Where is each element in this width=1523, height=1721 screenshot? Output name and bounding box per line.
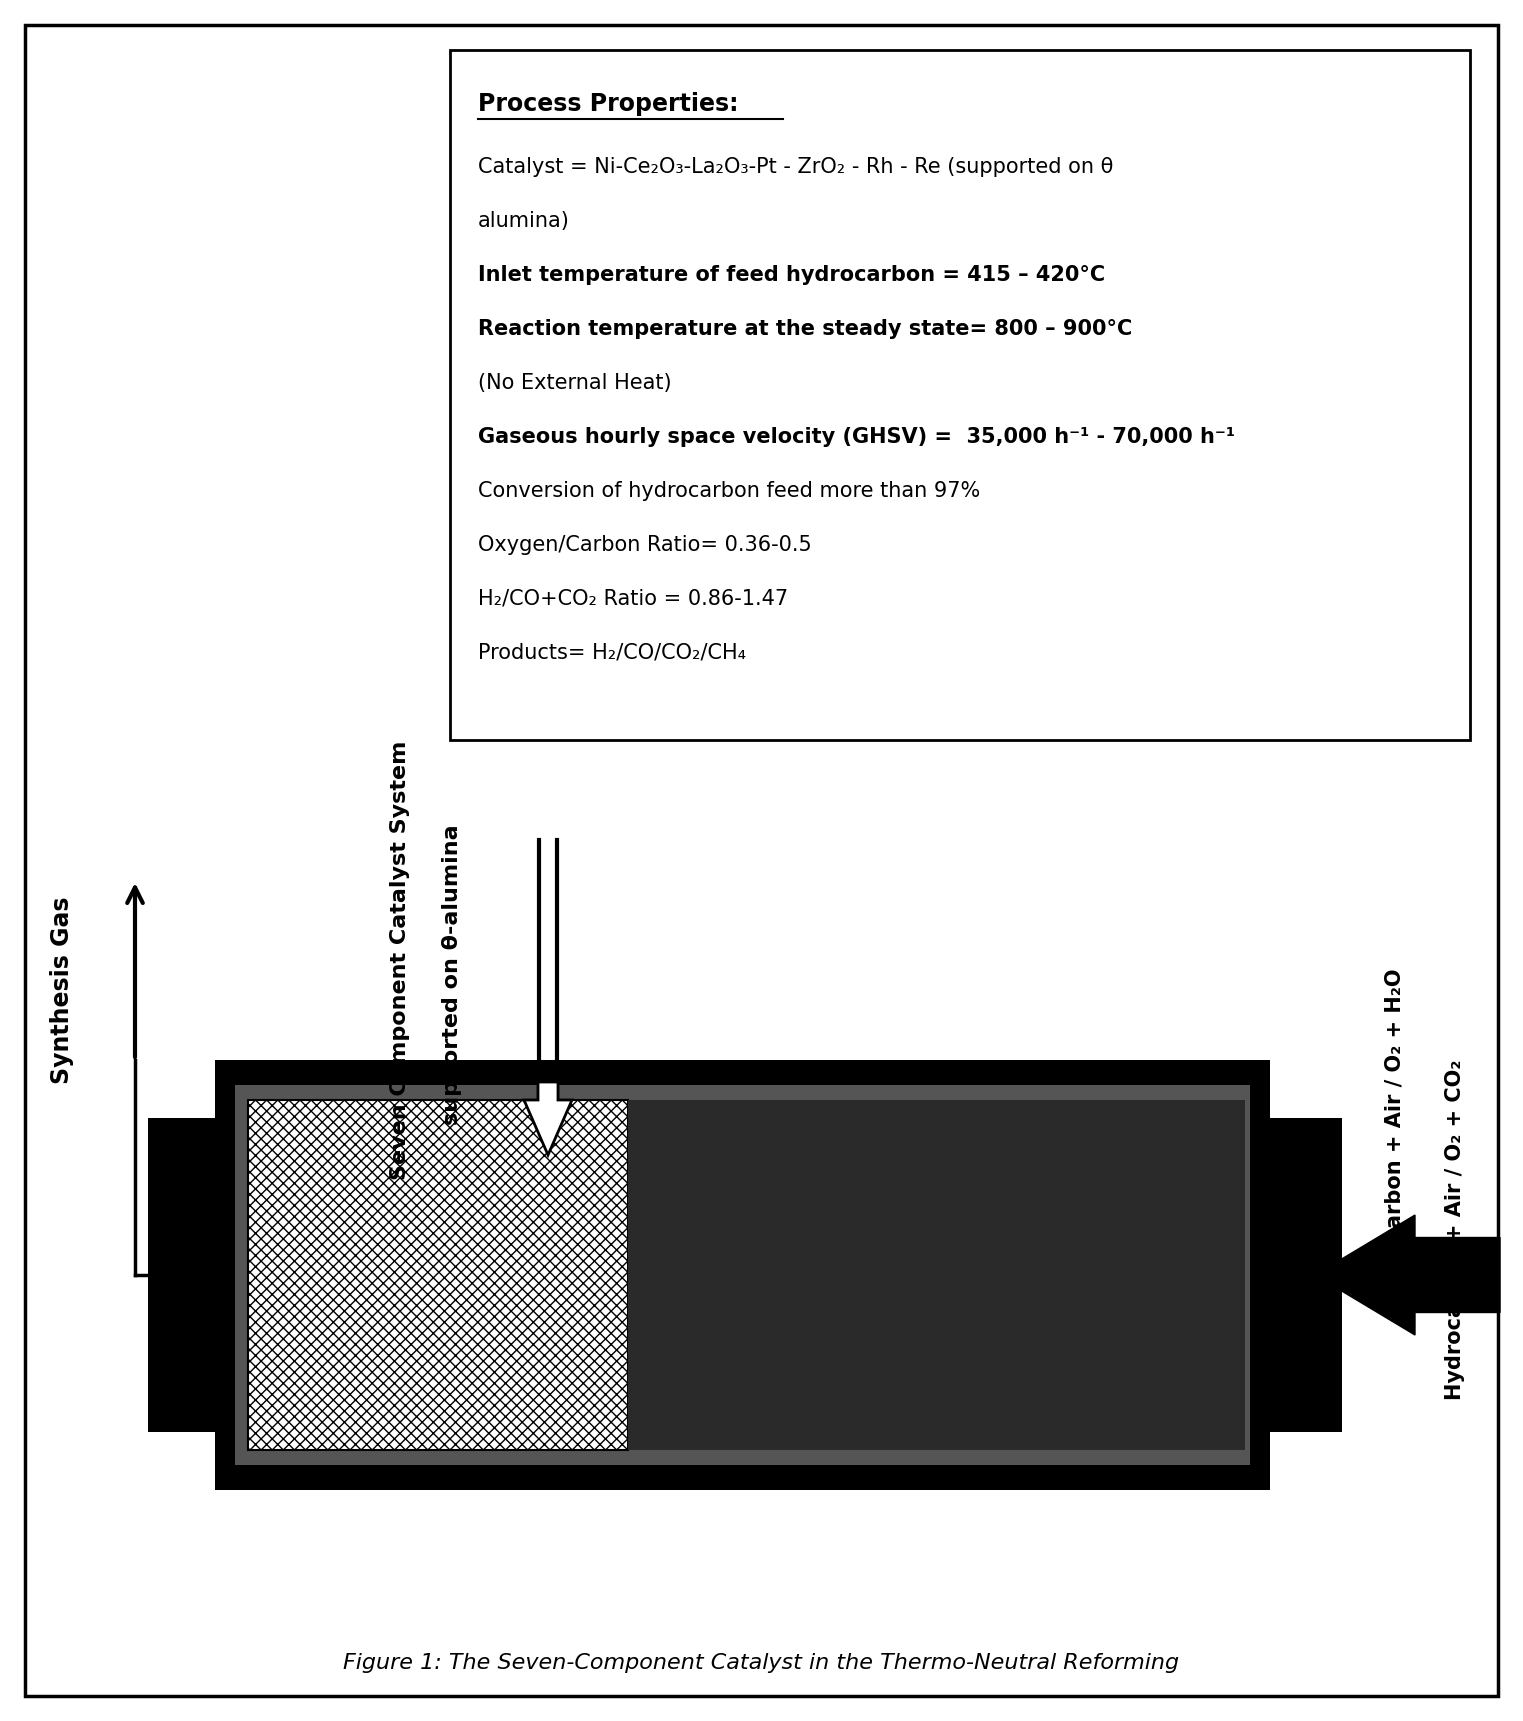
Text: Hydrocarbon + Air / O₂ + H₂O: Hydrocarbon + Air / O₂ + H₂O — [1384, 969, 1406, 1311]
FancyArrow shape — [1314, 1215, 1500, 1335]
Text: or: or — [1384, 1298, 1406, 1322]
Text: (No External Heat): (No External Heat) — [478, 373, 672, 392]
Bar — [449, 50, 1470, 740]
Text: alumina): alumina) — [478, 212, 570, 231]
Text: Catalyst = Ni-Ce₂O₃-La₂O₃-Pt - ZrO₂ - Rh - Re (supported on θ: Catalyst = Ni-Ce₂O₃-La₂O₃-Pt - ZrO₂ - Rh… — [478, 157, 1113, 177]
Text: H₂/CO+CO₂ Ratio = 0.86-1.47: H₂/CO+CO₂ Ratio = 0.86-1.47 — [478, 589, 787, 609]
Bar — [235, 1084, 1250, 1465]
Text: Conversion of hydrocarbon feed more than 97%: Conversion of hydrocarbon feed more than… — [478, 480, 981, 501]
Text: Oxygen/Carbon Ratio= 0.36-0.5: Oxygen/Carbon Ratio= 0.36-0.5 — [478, 535, 812, 554]
Bar — [627, 1100, 1244, 1451]
Bar — [148, 1119, 219, 1432]
Text: Products= H₂/CO/CO₂/CH₄: Products= H₂/CO/CO₂/CH₄ — [478, 644, 746, 663]
Text: Figure 1: The Seven-Component Catalyst in the Thermo-Neutral Reforming: Figure 1: The Seven-Component Catalyst i… — [343, 1652, 1179, 1673]
Bar — [248, 1100, 627, 1451]
Text: supported on θ-alumina: supported on θ-alumina — [442, 824, 461, 1126]
Text: Gaseous hourly space velocity (GHSV) =  35,000 h⁻¹ - 70,000 h⁻¹: Gaseous hourly space velocity (GHSV) = 3… — [478, 427, 1235, 447]
Bar — [215, 1060, 1270, 1490]
Text: Reaction temperature at the steady state= 800 – 900°C: Reaction temperature at the steady state… — [478, 318, 1132, 339]
Text: Process Properties:: Process Properties: — [478, 91, 739, 115]
Text: Inlet temperature of feed hydrocarbon = 415 – 420°C: Inlet temperature of feed hydrocarbon = … — [478, 265, 1106, 286]
Text: Seven Component Catalyst System: Seven Component Catalyst System — [390, 740, 410, 1179]
Text: Synthesis Gas: Synthesis Gas — [50, 897, 75, 1084]
Bar — [1270, 1119, 1342, 1432]
Text: Hydrocarbon + Air / O₂ + CO₂: Hydrocarbon + Air / O₂ + CO₂ — [1445, 1060, 1465, 1401]
Polygon shape — [524, 1083, 573, 1155]
